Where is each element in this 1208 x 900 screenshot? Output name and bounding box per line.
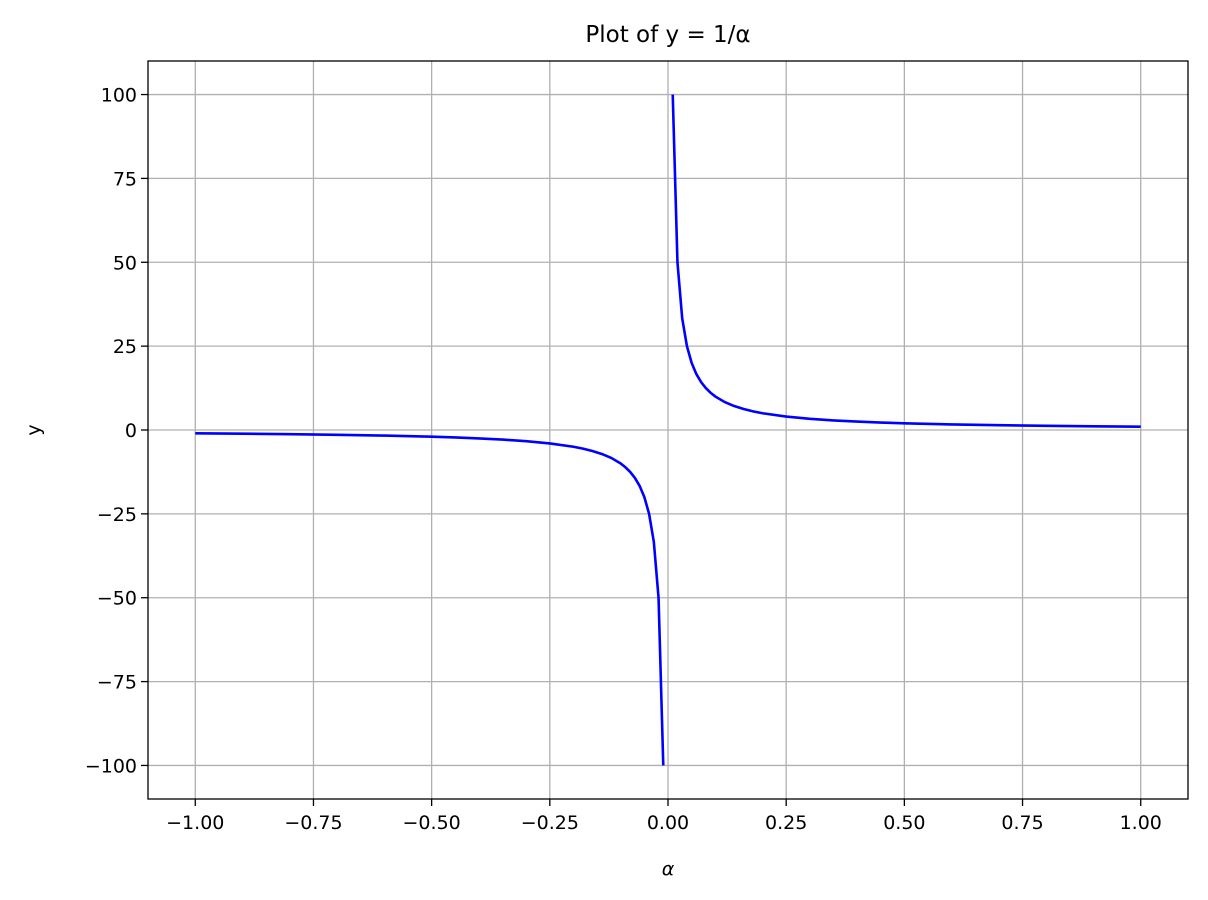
x-tick-label: 1.00 xyxy=(1120,812,1162,834)
x-tick-label: 0.50 xyxy=(883,812,925,834)
chart-title: Plot of y = 1/α xyxy=(585,22,750,48)
y-tick-label: −50 xyxy=(97,588,137,610)
x-tick-label: −0.75 xyxy=(284,812,342,834)
x-axis-label: α xyxy=(662,858,675,880)
y-tick-label: −100 xyxy=(85,755,137,777)
y-tick-label: −75 xyxy=(97,672,137,694)
x-tick-label: −0.25 xyxy=(521,812,579,834)
x-tick-label: 0.75 xyxy=(1001,812,1043,834)
x-tick-label: 0.00 xyxy=(647,812,689,834)
x-tick-label: 0.25 xyxy=(765,812,807,834)
y-tick-label: 0 xyxy=(125,420,137,442)
y-tick-label: −25 xyxy=(97,504,137,526)
y-tick-label: 100 xyxy=(101,85,137,107)
x-tick-label: −0.50 xyxy=(403,812,461,834)
plot-frame xyxy=(147,60,1189,800)
x-tick-label: −1.00 xyxy=(166,812,224,834)
y-tick-label: 75 xyxy=(113,168,137,190)
line-series xyxy=(195,94,1141,766)
y-tick-label: 25 xyxy=(113,336,137,358)
y-tick-label: 50 xyxy=(113,252,137,274)
y-axis-label: y xyxy=(23,424,45,435)
